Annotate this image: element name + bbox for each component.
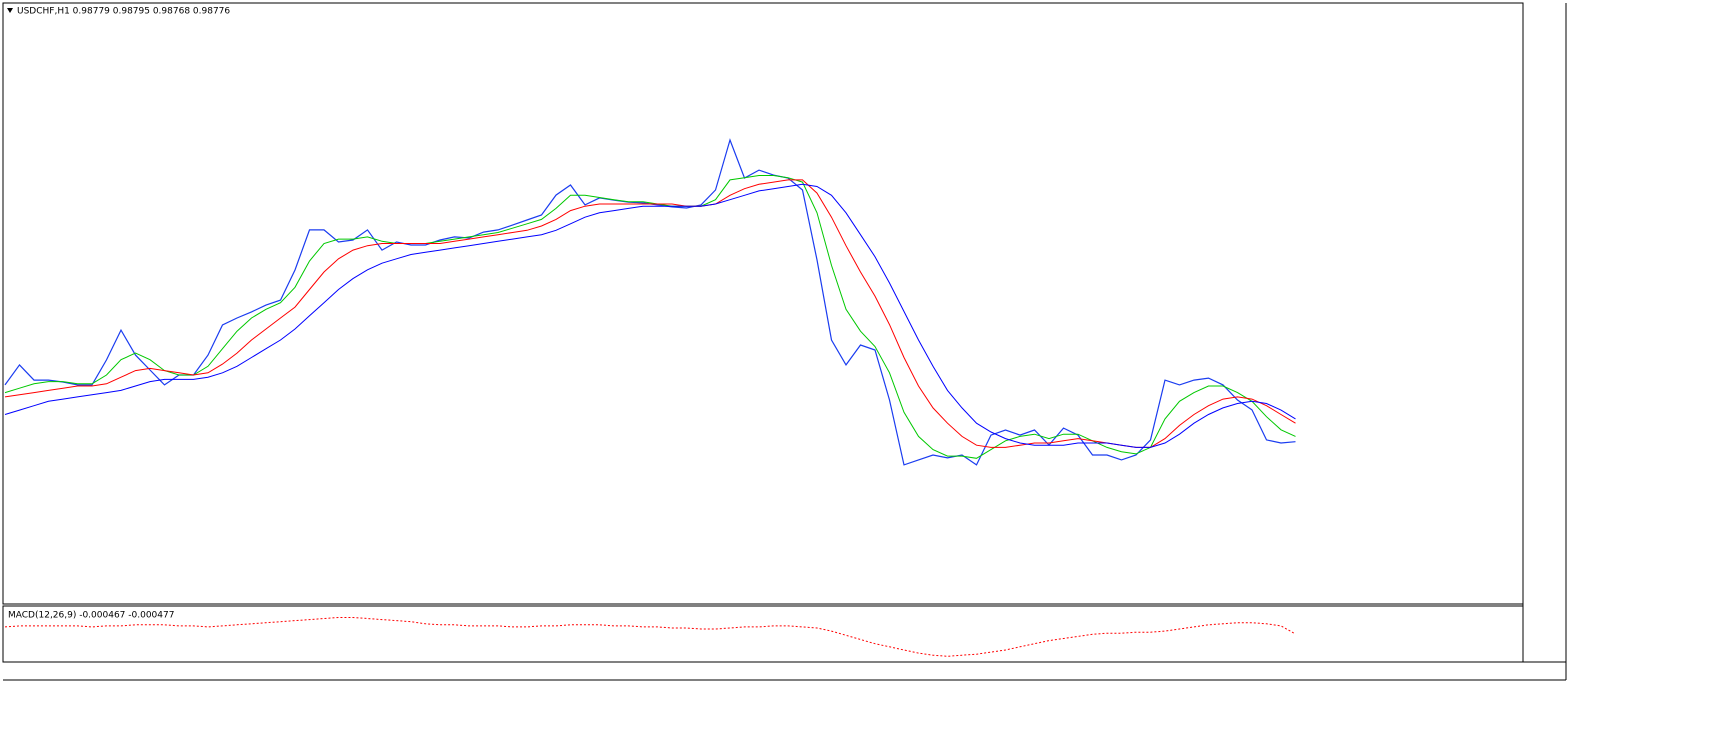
indicator-title: MACD(12,26,9) -0.000467 -0.000477 [8, 611, 174, 621]
moving-average [4, 183, 1296, 448]
main-pane [2, 2, 1524, 605]
menu-arrow [7, 8, 13, 13]
macd-pane [2, 605, 1524, 663]
macd-signal [4, 617, 1296, 657]
marks [4, 138, 1296, 657]
moving-average [4, 179, 1296, 448]
chart-title: USDCHF,H1 0.98779 0.98795 0.98768 0.9877… [17, 7, 230, 17]
moving-average [4, 175, 1296, 459]
